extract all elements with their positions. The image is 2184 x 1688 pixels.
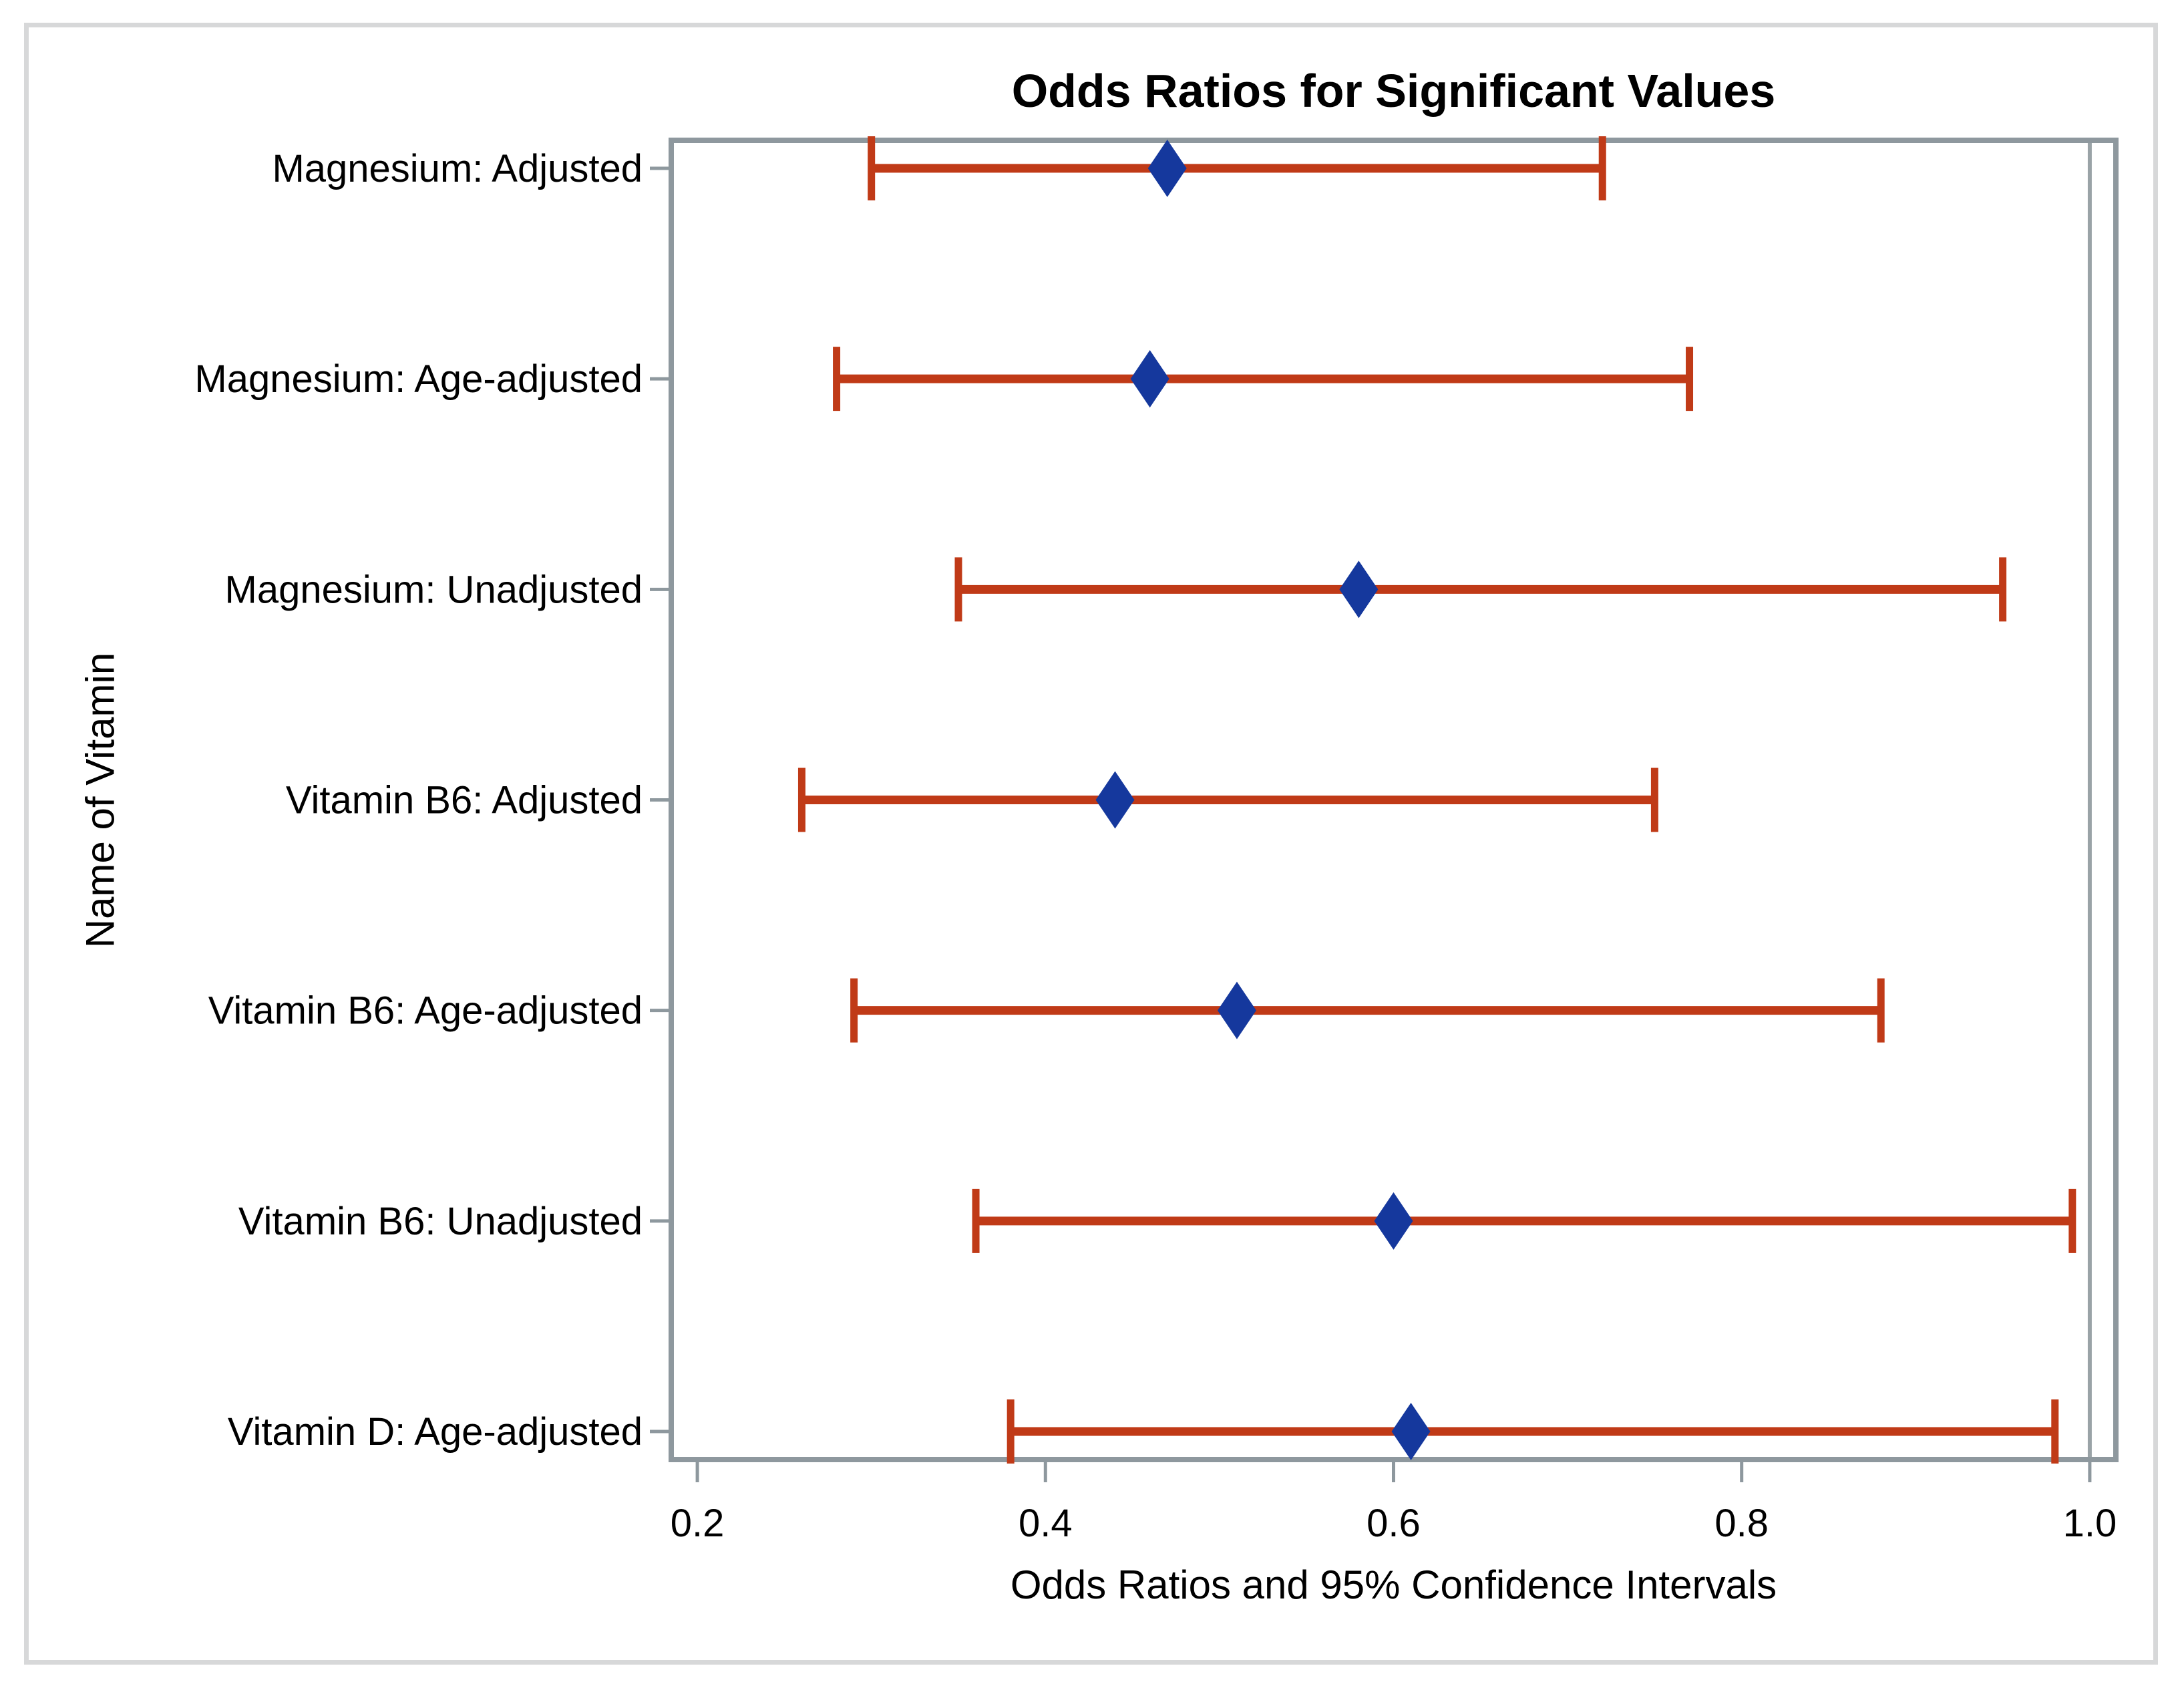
x-tick-label: 0.8 [1714, 1502, 1769, 1545]
x-tick-label: 0.2 [671, 1502, 725, 1545]
odds-ratio-marker-diamond [1147, 140, 1187, 197]
category-label: Vitamin B6: Adjusted [286, 779, 643, 822]
odds-ratio-marker-diamond [1339, 560, 1379, 619]
category-label: Magnesium: Adjusted [272, 147, 643, 190]
x-tick-label: 0.6 [1367, 1502, 1421, 1545]
category-label: Magnesium: Age-adjusted [194, 357, 643, 401]
odds-ratio-marker-diamond [1374, 1192, 1413, 1250]
odds-ratio-marker-diamond [1217, 981, 1256, 1039]
odds-ratio-marker-diamond [1130, 350, 1169, 408]
x-axis-title: Odds Ratios and 95% Confidence Intervals [1010, 1562, 1777, 1607]
odds-ratio-marker-diamond [1391, 1403, 1431, 1460]
odds-ratio-marker-diamond [1095, 771, 1135, 829]
x-tick-label: 1.0 [2063, 1502, 2117, 1545]
category-label: Vitamin D: Age-adjusted [228, 1410, 643, 1454]
chart-title: Odds Ratios for Significant Values [1011, 65, 1776, 117]
category-label: Vitamin B6: Age-adjusted [208, 989, 643, 1033]
category-label: Vitamin B6: Unadjusted [238, 1200, 643, 1243]
x-tick-label: 0.4 [1019, 1502, 1073, 1545]
category-label: Magnesium: Unadjusted [225, 568, 643, 611]
